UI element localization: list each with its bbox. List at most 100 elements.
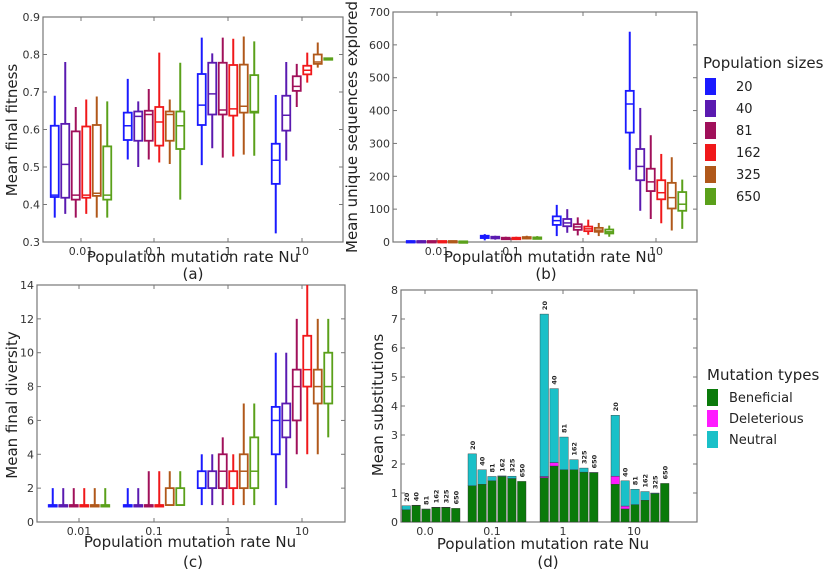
box-iqr bbox=[270, 405, 281, 456]
box-1-pop-40 bbox=[207, 454, 218, 506]
box-1-pop-20 bbox=[196, 37, 207, 166]
box-10-pop-20 bbox=[270, 95, 281, 234]
bar-segment-beneficial bbox=[517, 481, 527, 523]
box-1-pop-162 bbox=[228, 38, 239, 157]
box-10-pop-162 bbox=[302, 285, 313, 455]
bar-label: 81 bbox=[423, 495, 431, 505]
bar-segment-deleterious bbox=[610, 475, 620, 485]
x-tick-label: 0.1 bbox=[483, 525, 501, 538]
panel-c-ylabel: Mean final diversity bbox=[3, 331, 21, 479]
y-tick-label: 0.5 bbox=[23, 161, 41, 174]
panel-d-y-ticks: 0 1 2 3 4 5 6 7 8 bbox=[391, 284, 697, 529]
bar-segment-beneficial bbox=[579, 471, 589, 523]
panel-a-ylabel: Mean final fitness bbox=[3, 64, 21, 197]
bar-0.0-pop-81: 81 bbox=[421, 495, 431, 523]
panel-a-fitness: 0.3 0.4 0.5 0.6 0.7 0.8 0.9 0.01 0.1 1 10 Populat… bbox=[3, 11, 344, 283]
box-10-pop-81 bbox=[291, 63, 302, 107]
y-tick-label: 200 bbox=[369, 170, 390, 183]
bar-0.1-pop-325: 325 bbox=[507, 458, 517, 523]
box-iqr bbox=[196, 470, 207, 490]
y-tick-label: 2 bbox=[391, 458, 398, 471]
box-10-pop-325 bbox=[666, 157, 677, 231]
box-10-pop-81 bbox=[291, 318, 302, 455]
panel-c-xlabel: Population mutation rate Nu bbox=[84, 533, 296, 551]
panel-b-ylabel: Mean unique sequences explored bbox=[343, 1, 361, 253]
box-0.01-pop-162 bbox=[437, 240, 448, 244]
y-tick-label: 5 bbox=[391, 371, 398, 384]
bar-segment-deleterious bbox=[549, 462, 559, 467]
bar-segment-neutral bbox=[620, 480, 630, 507]
box-iqr bbox=[656, 179, 667, 201]
legend-label-beneficial: Beneficial bbox=[729, 391, 793, 406]
legend-swatch-pop-20 bbox=[705, 78, 716, 95]
bar-segment-beneficial bbox=[559, 469, 569, 523]
box-10-pop-162 bbox=[656, 153, 667, 224]
box-1-pop-325 bbox=[238, 403, 249, 506]
x-tick-label: 10 bbox=[627, 525, 641, 538]
panel-d-ylabel: Mean substitutions bbox=[369, 334, 387, 476]
box-iqr bbox=[143, 109, 154, 142]
y-tick-label: 400 bbox=[369, 105, 390, 118]
y-tick-label: 500 bbox=[369, 72, 390, 85]
y-tick-label: 0.7 bbox=[23, 86, 41, 99]
box-0.1-pop-40 bbox=[490, 235, 501, 240]
panel-c-y-ticks: 0 2 4 6 8 10 12 14 bbox=[20, 279, 345, 529]
bar-segment-beneficial bbox=[431, 507, 441, 523]
bar-10-pop-40: 40 bbox=[620, 467, 630, 523]
box-0.1-pop-162 bbox=[511, 236, 522, 241]
box-1-pop-650 bbox=[249, 403, 260, 506]
box-0.1-pop-40 bbox=[133, 101, 144, 167]
box-iqr bbox=[270, 142, 281, 185]
box-iqr bbox=[291, 368, 302, 422]
box-1-pop-162 bbox=[228, 454, 239, 506]
panel-b-xlabel: Population mutation rate Nu bbox=[444, 248, 656, 266]
y-tick-label: 0.3 bbox=[23, 236, 41, 249]
y-tick-label: 1 bbox=[391, 487, 398, 500]
bar-1-pop-325: 325 bbox=[579, 450, 589, 523]
bar-0.0-pop-20: 20 bbox=[401, 492, 411, 523]
panel-c-diversity: 0 2 4 6 8 10 12 14 0.01 0.1 1 10 Population mutati… bbox=[3, 279, 346, 571]
box-iqr bbox=[154, 106, 165, 147]
y-tick-label: 7 bbox=[391, 313, 398, 326]
box-iqr bbox=[312, 53, 323, 65]
x-tick-label: 0.0 bbox=[416, 525, 434, 538]
bar-segment-neutral bbox=[650, 492, 660, 494]
y-tick-label: 14 bbox=[20, 279, 34, 292]
y-tick-label: 6 bbox=[391, 342, 398, 355]
box-0.01-pop-40 bbox=[416, 240, 427, 244]
panel-c-label: (c) bbox=[183, 553, 203, 571]
x-tick-label: 10 bbox=[295, 245, 309, 258]
box-iqr bbox=[164, 110, 175, 142]
bar-segment-neutral bbox=[630, 489, 640, 505]
bar-segment-neutral bbox=[507, 475, 517, 479]
bar-segment-neutral bbox=[477, 469, 487, 485]
box-0.1-pop-81 bbox=[143, 471, 154, 508]
panel-c-x-ticks: 0.01 0.1 1 10 bbox=[67, 285, 309, 538]
box-iqr bbox=[70, 130, 81, 201]
box-iqr bbox=[102, 145, 113, 201]
bar-segment-neutral bbox=[487, 476, 497, 482]
x-tick-label: 1 bbox=[225, 525, 232, 538]
x-tick-label: 1 bbox=[580, 245, 587, 258]
box-iqr bbox=[249, 74, 260, 114]
mutation-legend-title: Mutation types bbox=[707, 366, 820, 384]
box-0.1-pop-325 bbox=[521, 235, 532, 240]
bar-label: 162 bbox=[641, 474, 649, 488]
box-0.01-pop-81 bbox=[68, 488, 79, 508]
box-iqr bbox=[302, 334, 313, 388]
box-iqr bbox=[228, 470, 239, 490]
x-tick-label: 0.1 bbox=[145, 525, 163, 538]
box-0.01-pop-20 bbox=[49, 95, 60, 218]
legend-label-pop-650: 650 bbox=[736, 190, 761, 205]
box-1-pop-40 bbox=[207, 53, 218, 149]
bar-segment-beneficial bbox=[411, 505, 421, 523]
box-10-pop-40 bbox=[281, 62, 292, 161]
box-1-pop-40 bbox=[562, 209, 573, 233]
box-10-pop-40 bbox=[635, 107, 646, 211]
box-1-pop-325 bbox=[238, 36, 249, 155]
bar-label: 162 bbox=[432, 490, 440, 504]
legend-swatch-pop-162 bbox=[705, 144, 716, 161]
box-0.01-pop-325 bbox=[89, 488, 100, 508]
bar-segment-neutral bbox=[539, 313, 549, 477]
legend-swatch-pop-40 bbox=[705, 100, 716, 117]
